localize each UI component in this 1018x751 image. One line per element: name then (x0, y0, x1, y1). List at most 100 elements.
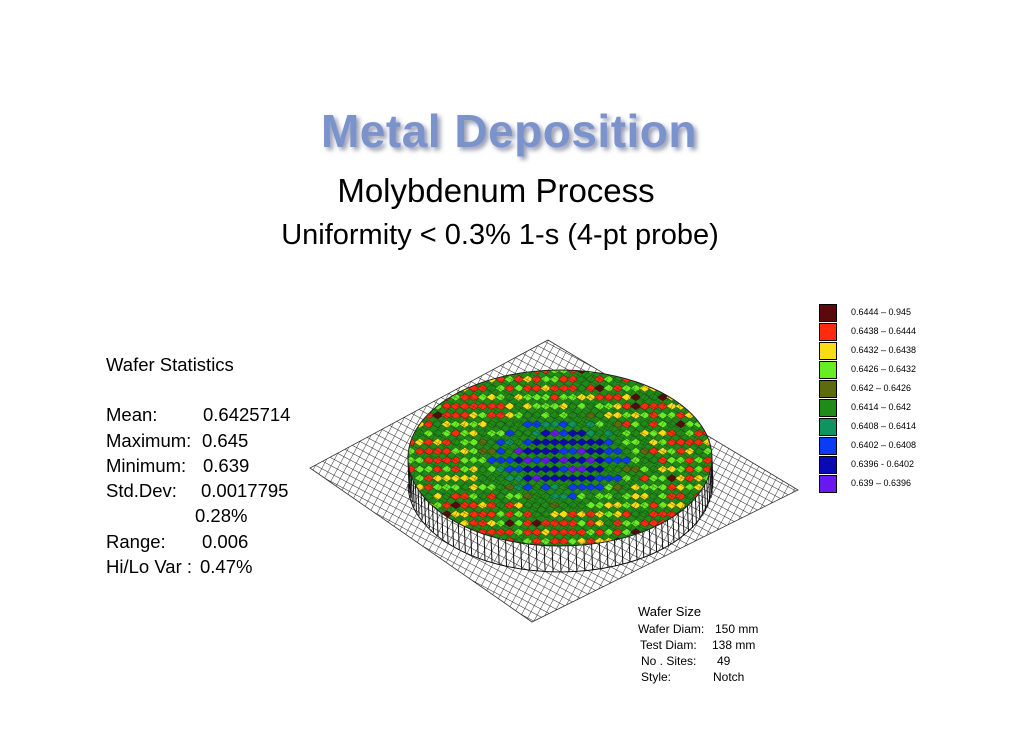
stat-value: 0.28% (195, 505, 248, 527)
wall-line (598, 542, 601, 570)
wall-line (711, 462, 714, 489)
legend-swatch (819, 380, 837, 398)
wall-line (535, 544, 538, 571)
stat-value: 0.645 (202, 429, 249, 451)
wall-line (551, 545, 554, 572)
legend-swatch (819, 475, 837, 493)
info-value: 49 (717, 654, 731, 668)
info-value: Notch (713, 670, 745, 684)
stat-maximum: Maximum: 0.645 (106, 428, 290, 453)
legend-swatch (819, 418, 837, 436)
stat-value: 0.47% (200, 556, 253, 578)
wall-line (497, 538, 500, 565)
stat-value: 0.639 (203, 454, 250, 476)
stat-label: Mean: (106, 404, 158, 426)
wall-line (512, 541, 515, 568)
info-row: Test Diam: 138 mm (638, 638, 755, 654)
legend-label: 0.6444 – 0.945 (851, 307, 912, 317)
process-subtitle: Molybdenum Process (337, 172, 655, 209)
stat-stddev: Std.Dev: 0.0017795 (106, 478, 290, 503)
wall-line (682, 509, 685, 536)
wall-line (621, 538, 624, 565)
wall-line (559, 545, 562, 573)
wall-line (410, 476, 413, 503)
wall-line (704, 485, 707, 512)
wall-line (417, 489, 420, 516)
legend-swatch (819, 399, 837, 417)
wall-line (606, 541, 609, 568)
info-label: Style: (641, 670, 672, 684)
legend-swatch (819, 437, 837, 455)
wall-line (661, 523, 664, 550)
wall-line (567, 545, 570, 572)
wall-line (432, 505, 435, 532)
wall-line (591, 544, 594, 571)
legend-label: 0.6402 – 0.6408 (851, 440, 917, 450)
wall-line (686, 505, 689, 532)
wall-line (409, 471, 412, 498)
wall-line (672, 516, 675, 543)
wafer-outline (407, 369, 713, 547)
wall-line (412, 480, 415, 507)
legend-label: 0.642 – 0.6426 (851, 383, 912, 393)
wall-line (543, 545, 546, 572)
wall-line (642, 531, 645, 558)
legend-label: 0.6396 - 0.6402 (851, 459, 915, 469)
wall-line (698, 493, 701, 520)
stat-value: 0.6425714 (203, 404, 291, 426)
wall-line (452, 520, 455, 547)
wafer-size-info: Wafer Size Wafer Diam: 150 mm Test Diam: 1… (638, 604, 758, 686)
legend-label: 0.6414 – 0.642 (851, 402, 912, 412)
info-value: 150 mm (715, 622, 759, 636)
wafer-size-heading: Wafer Size (638, 604, 702, 619)
wall-line (613, 540, 616, 567)
info-label: Wafer Diam: (638, 622, 705, 636)
wall-line (708, 476, 711, 503)
wall-line (520, 542, 523, 570)
info-label: Test Diam: (640, 638, 697, 652)
uniformity-subtitle: Uniformity < 0.3% 1-s (4-pt probe) (281, 219, 719, 251)
wafer-surface-plot (309, 339, 799, 623)
wall-line (648, 529, 651, 556)
wall-line (470, 529, 473, 556)
legend-swatch (819, 456, 837, 474)
wall-line (628, 536, 631, 563)
stats-heading: Wafer Statistics (106, 354, 234, 375)
stat-range: Range: 0.006 (106, 529, 290, 554)
stat-label: Std.Dev: (106, 480, 177, 502)
stat-label: Hi/Lo Var : (106, 556, 193, 578)
wall-line (701, 489, 704, 516)
wall-line (414, 485, 417, 512)
wall-line (575, 545, 578, 572)
stat-hilo-var: Hi/Lo Var : 0.47% (106, 554, 290, 579)
info-row: Wafer Diam: 150 mm (638, 622, 758, 638)
wall-line (457, 523, 460, 550)
wall-line (441, 513, 444, 540)
wall-line (655, 526, 658, 553)
wall-line (476, 531, 479, 558)
wall-line (436, 509, 439, 536)
legend-label: 0.6426 – 0.6432 (851, 364, 917, 374)
info-row: No . Sites: 49 (638, 654, 730, 670)
stat-value: 0.006 (202, 530, 249, 552)
wall-bottom-edge (407, 483, 713, 573)
wall-line (691, 501, 694, 529)
stat-label: Maximum: (106, 429, 192, 451)
stat-label: Range: (106, 530, 166, 552)
wafer-side-walls (407, 457, 714, 573)
wall-line (483, 534, 486, 561)
wall-line (666, 520, 669, 547)
wall-line (446, 516, 449, 543)
wall-line (527, 544, 530, 571)
legend-swatch (819, 304, 837, 322)
legend-label: 0.639 – 0.6396 (851, 478, 912, 488)
stat-stddev-percent: 0.28% (106, 503, 290, 528)
info-value: 138 mm (712, 638, 756, 652)
legend-swatch (819, 342, 837, 360)
legend-label: 0.6432 – 0.6438 (851, 345, 917, 355)
stat-label: Minimum: (106, 454, 187, 476)
wall-line (583, 544, 586, 571)
wall-line (505, 540, 508, 567)
wall-line (463, 526, 466, 553)
wall-line (694, 497, 697, 524)
